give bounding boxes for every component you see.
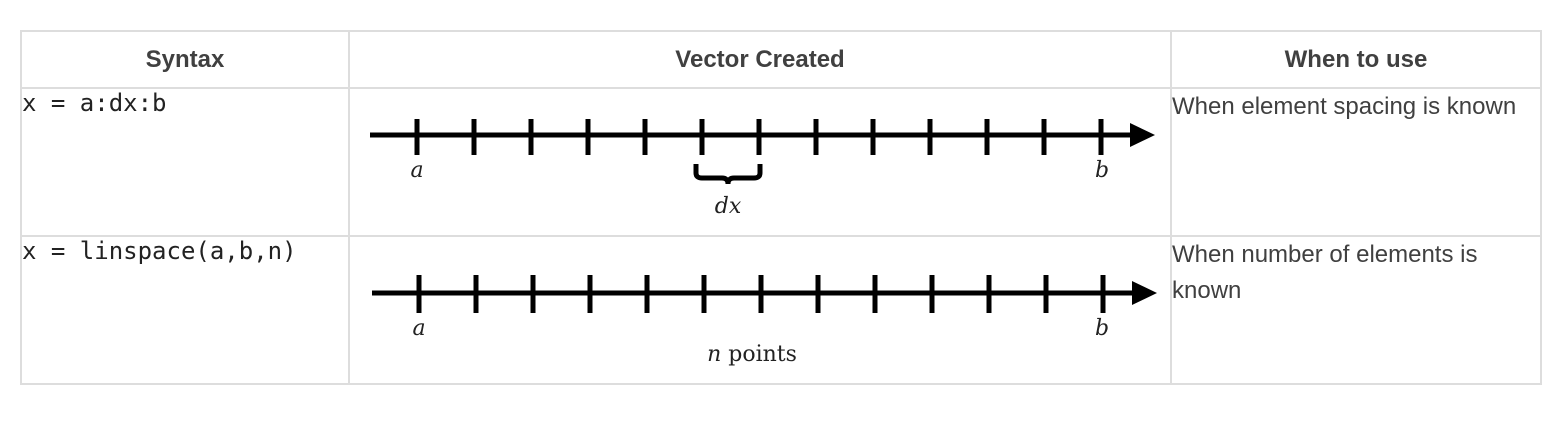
header-syntax: Syntax [20, 30, 350, 89]
arrowhead-icon [1132, 281, 1157, 305]
table-row: x = linspace(a,b,n) a b n points When nu… [20, 235, 1542, 385]
start-label: a [410, 158, 423, 183]
when-to-use-text: When element spacing is known [1170, 87, 1542, 237]
start-label: a [412, 316, 425, 341]
vector-diagram-cell: a b n points [348, 235, 1172, 385]
vector-diagram-cell: a b dx [348, 87, 1172, 237]
header-when-to-use: When to use [1170, 30, 1542, 89]
syntax-code: x = a:dx:b [20, 87, 350, 237]
header-row: Syntax Vector Created When to use [20, 30, 1542, 89]
when-to-use-text: When number of elements is known [1170, 235, 1542, 385]
number-line-diagram: a b dx [370, 119, 1155, 219]
syntax-table: Syntax Vector Created When to use x = a:… [20, 30, 1542, 385]
count-label-var: n [707, 342, 721, 367]
spacing-label: dx [715, 194, 742, 219]
count-label: n points [707, 342, 797, 367]
end-label: b [1095, 316, 1109, 341]
header-vector-created: Vector Created [348, 30, 1172, 89]
spacing-brace [693, 164, 763, 185]
syntax-code: x = linspace(a,b,n) [20, 235, 350, 385]
arrowhead-icon [1130, 123, 1155, 147]
table-row: x = a:dx:b a b dx When element spacing i… [20, 87, 1542, 237]
count-label-text: points [721, 342, 797, 367]
end-label: b [1095, 158, 1109, 183]
number-line-diagram: a b n points [372, 275, 1157, 367]
